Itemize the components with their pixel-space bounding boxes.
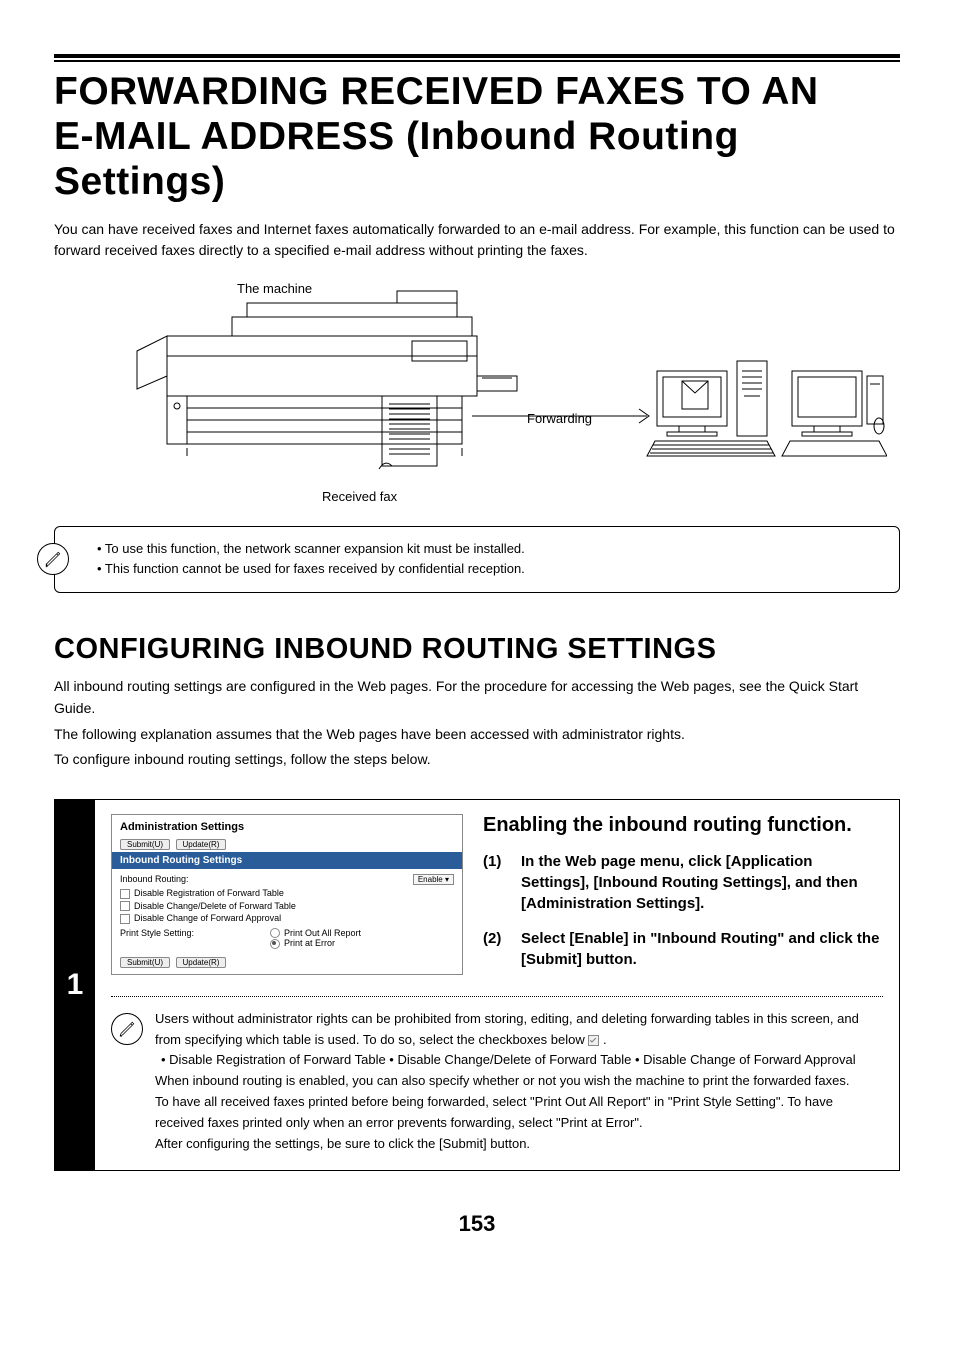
horizontal-rule-thick: [54, 54, 900, 58]
radio-label-2: Print at Error: [284, 938, 335, 948]
admin-heading: Administration Settings: [112, 815, 462, 837]
step-note-p1a: Users without administrator rights can b…: [155, 1011, 859, 1047]
submit-button-top[interactable]: Submit(U): [120, 839, 170, 850]
radio-row-2[interactable]: Print at Error: [270, 938, 361, 949]
cb-label-2: Disable Change/Delete of Forward Table: [134, 901, 296, 911]
pencil-icon: [111, 1013, 143, 1045]
step-number: 1: [55, 800, 95, 1171]
step-note-bullets: • Disable Registration of Forward Table …: [155, 1050, 883, 1071]
page-number: 153: [54, 1211, 900, 1237]
instr-1-text: In the Web page menu, click [Application…: [521, 851, 883, 914]
title-line-2: E-MAIL ADDRESS (Inbound Routing Settings…: [54, 115, 739, 203]
radio-row-1[interactable]: Print Out All Report: [270, 928, 361, 939]
step-container: 1 Administration Settings Submit(U) Upda…: [54, 799, 900, 1172]
submit-button-bottom[interactable]: Submit(U): [120, 957, 170, 968]
cb-label-3: Disable Change of Forward Approval: [134, 913, 281, 923]
forwarding-diagram: The machine Forwarding Received fax: [67, 281, 887, 506]
admin-blue-bar: Inbound Routing Settings: [112, 852, 462, 869]
page-title: FORWARDING RECEIVED FAXES TO AN E-MAIL A…: [54, 70, 900, 205]
update-button-top[interactable]: Update(R): [176, 839, 227, 850]
enable-option: Enable: [418, 875, 443, 884]
note-bullet-2: • This function cannot be used for faxes…: [97, 559, 885, 580]
step-note-p2: When inbound routing is enabled, you can…: [155, 1071, 883, 1092]
pencil-icon: [37, 543, 69, 575]
section-p1: All inbound routing settings are configu…: [54, 676, 900, 719]
instr-2-text: Select [Enable] in "Inbound Routing" and…: [521, 928, 883, 970]
section-p3: To configure inbound routing settings, f…: [54, 749, 900, 771]
instr-2-num: (2): [483, 928, 511, 970]
radio-label-1: Print Out All Report: [284, 928, 361, 938]
label-inbound-routing: Inbound Routing:: [120, 874, 189, 885]
step-note-p1b: .: [603, 1032, 607, 1047]
cb-label-1: Disable Registration of Forward Table: [134, 888, 284, 898]
step-note-p3: To have all received faxes printed befor…: [155, 1092, 883, 1134]
label-print-style: Print Style Setting:: [120, 928, 270, 949]
section-p2: The following explanation assumes that t…: [54, 724, 900, 746]
step-note-p4: After configuring the settings, be sure …: [155, 1134, 883, 1155]
checkbox-icon: [588, 1035, 599, 1046]
step-instruction-title: Enabling the inbound routing function.: [483, 814, 883, 837]
cb-row-3[interactable]: Disable Change of Forward Approval: [112, 912, 462, 925]
admin-settings-screenshot: Administration Settings Submit(U) Update…: [111, 814, 463, 975]
instr-1-num: (1): [483, 851, 511, 914]
cb-row-1[interactable]: Disable Registration of Forward Table: [112, 887, 462, 900]
update-button-bottom[interactable]: Update(R): [176, 957, 227, 968]
section-heading: CONFIGURING INBOUND ROUTING SETTINGS: [54, 633, 900, 666]
title-line-1: FORWARDING RECEIVED FAXES TO AN: [54, 70, 819, 113]
note-box: • To use this function, the network scan…: [54, 526, 900, 594]
cb-row-2[interactable]: Disable Change/Delete of Forward Table: [112, 900, 462, 913]
enable-select[interactable]: Enable ▾: [413, 874, 454, 885]
dotted-separator: [111, 996, 883, 997]
step-note: Users without administrator rights can b…: [111, 1009, 883, 1155]
horizontal-rule-thin: [54, 60, 900, 62]
diagram-svg: [67, 281, 887, 506]
note-bullet-1: • To use this function, the network scan…: [97, 539, 885, 560]
intro-paragraph: You can have received faxes and Internet…: [54, 219, 900, 261]
